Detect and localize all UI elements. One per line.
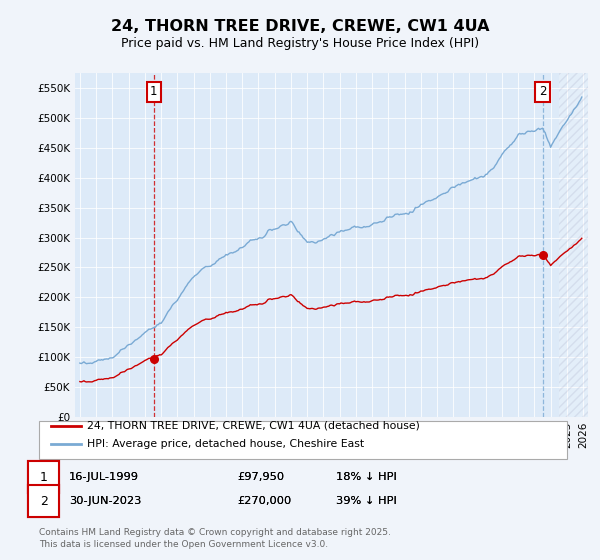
Text: £270,000: £270,000: [237, 496, 291, 506]
Text: Price paid vs. HM Land Registry's House Price Index (HPI): Price paid vs. HM Land Registry's House …: [121, 37, 479, 50]
Text: 1: 1: [40, 470, 48, 484]
Text: 1: 1: [150, 85, 157, 98]
Text: 18% ↓ HPI: 18% ↓ HPI: [336, 472, 397, 482]
Text: HPI: Average price, detached house, Cheshire East: HPI: Average price, detached house, Ches…: [87, 438, 364, 449]
Bar: [559, 73, 588, 417]
Text: 39% ↓ HPI: 39% ↓ HPI: [336, 496, 397, 506]
Text: 16-JUL-1999: 16-JUL-1999: [69, 472, 139, 482]
Text: 30-JUN-2023: 30-JUN-2023: [69, 496, 142, 506]
Text: 16-JUL-1999: 16-JUL-1999: [69, 472, 139, 482]
Text: £270,000: £270,000: [237, 496, 291, 506]
Text: 39% ↓ HPI: 39% ↓ HPI: [336, 496, 397, 506]
Text: 18% ↓ HPI: 18% ↓ HPI: [336, 472, 397, 482]
Text: 2: 2: [539, 85, 546, 98]
Text: £97,950: £97,950: [237, 472, 284, 482]
Text: 24, THORN TREE DRIVE, CREWE, CW1 4UA (detached house): 24, THORN TREE DRIVE, CREWE, CW1 4UA (de…: [87, 421, 420, 431]
Text: 24, THORN TREE DRIVE, CREWE, CW1 4UA: 24, THORN TREE DRIVE, CREWE, CW1 4UA: [111, 20, 489, 34]
Text: £97,950: £97,950: [237, 472, 284, 482]
Text: 2: 2: [40, 494, 48, 508]
Text: Contains HM Land Registry data © Crown copyright and database right 2025.
This d: Contains HM Land Registry data © Crown c…: [39, 528, 391, 549]
Text: 30-JUN-2023: 30-JUN-2023: [69, 496, 142, 506]
